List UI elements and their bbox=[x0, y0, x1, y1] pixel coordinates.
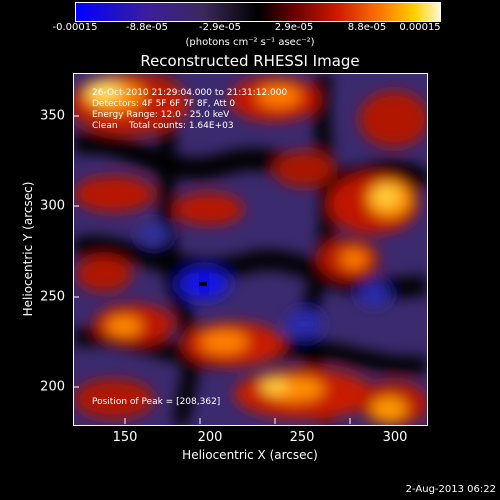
date-stamp: 2-Aug-2013 06:22 bbox=[405, 484, 496, 495]
x-tick: 200 bbox=[197, 430, 223, 445]
peak-marker bbox=[199, 282, 207, 286]
y-tick: 200 bbox=[40, 379, 65, 395]
clean-total-counts: Clean Total counts: 1.64E+03 bbox=[92, 121, 234, 131]
x-axis-label: Heliocentric X (arcsec) bbox=[182, 448, 318, 462]
y-tick: 300 bbox=[40, 198, 65, 214]
detectors-info: Detectors: 4F 5F 6F 7F 8F, Att 0 bbox=[92, 99, 236, 109]
time-range: 26-Oct-2010 21:29:04.000 to 21:31:12.000 bbox=[92, 88, 288, 98]
colorbar-tick: -0.00015 bbox=[52, 22, 98, 33]
colorbar-tick: -2.9e-05 bbox=[199, 22, 241, 33]
energy-range: Energy Range: 12.0 - 25.0 keV bbox=[92, 110, 230, 120]
x-tick: 250 bbox=[289, 430, 315, 445]
y-tick: 350 bbox=[40, 108, 65, 124]
y-axis-label: Heliocentric Y (arcsec) bbox=[21, 181, 35, 317]
x-tick: 300 bbox=[382, 430, 408, 445]
colorbar-tick: -8.8e-05 bbox=[126, 22, 168, 33]
colorbar-tick: 8.8e-05 bbox=[347, 22, 387, 33]
rhessi-image: 26-Oct-2010 21:29:04.000 to 21:31:12.000… bbox=[73, 73, 428, 426]
colorbar-tick: 0.00015 bbox=[399, 22, 441, 33]
image-title: Reconstructed RHESSI Image bbox=[140, 52, 360, 70]
image-map bbox=[74, 74, 427, 425]
peak-position: Position of Peak = [208,362] bbox=[92, 397, 221, 407]
y-tick: 250 bbox=[40, 289, 65, 305]
x-tick: 150 bbox=[112, 430, 138, 445]
colorbar bbox=[75, 2, 441, 22]
colorbar-unit: (photons cm⁻² s⁻¹ asec⁻²) bbox=[185, 37, 315, 48]
colorbar-tick: 2.9e-05 bbox=[274, 22, 314, 33]
